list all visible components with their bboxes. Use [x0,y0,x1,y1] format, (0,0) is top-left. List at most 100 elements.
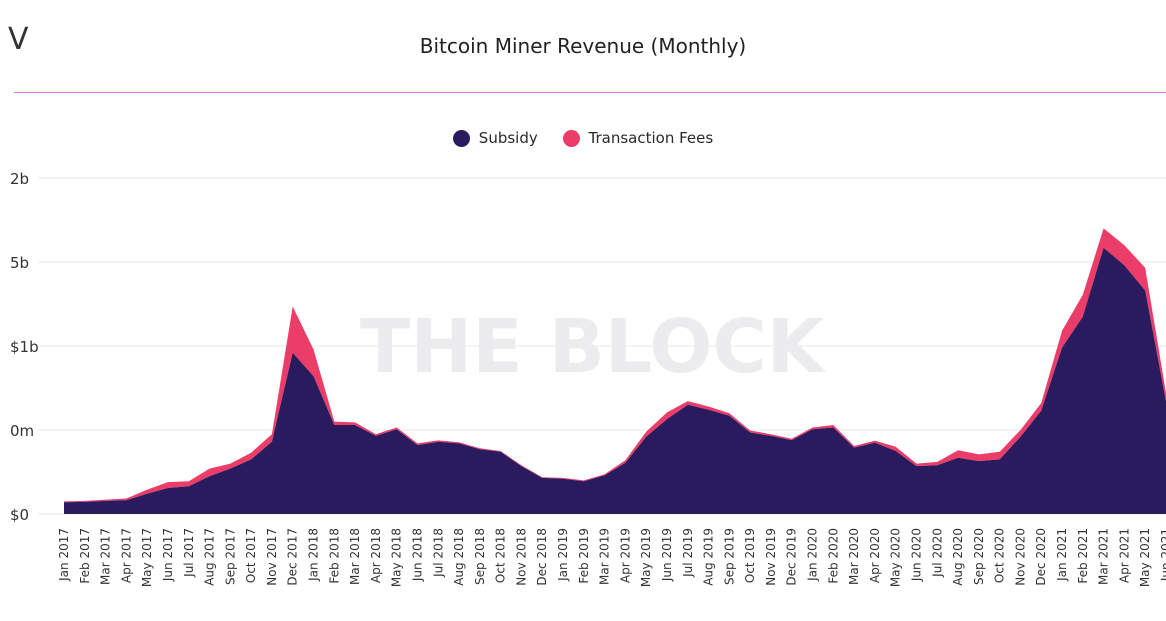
data-point-subsidy[interactable] [165,485,171,491]
data-point-subsidy[interactable] [997,456,1003,462]
data-point-subsidy[interactable] [664,416,670,422]
data-point-fees[interactable] [560,475,566,481]
x-tick-label: Jul 2017 [182,528,196,578]
data-point-fees[interactable] [539,474,545,480]
x-tick-label: Mar 2017 [99,528,113,585]
data-point-fees[interactable] [414,440,420,446]
x-tick-label: Apr 2021 [1117,528,1131,583]
data-point-fees[interactable] [248,450,254,456]
data-point-fees[interactable] [227,461,233,467]
data-point-subsidy[interactable] [1080,314,1086,320]
data-point-subsidy[interactable] [1017,434,1023,440]
data-point-fees[interactable] [207,466,213,472]
data-point-fees[interactable] [61,498,67,504]
data-point-fees[interactable] [373,431,379,437]
x-tick-label: Feb 2019 [577,528,591,584]
data-point-subsidy[interactable] [290,350,296,356]
data-point-fees[interactable] [456,439,462,445]
legend-item-fees[interactable]: Transaction Fees [562,129,713,147]
data-point-fees[interactable] [269,431,275,437]
data-point-fees[interactable] [435,437,441,443]
data-point-fees[interactable] [851,443,857,449]
data-point-fees[interactable] [726,410,732,416]
logo-icon: V [8,22,28,57]
data-point-fees[interactable] [103,497,109,503]
data-point-fees[interactable] [123,496,129,502]
data-point-fees[interactable] [1080,292,1086,298]
data-point-fees[interactable] [1038,400,1044,406]
data-point-fees[interactable] [789,436,795,442]
data-point-fees[interactable] [581,477,587,483]
x-tick-label: Aug 2019 [702,528,716,586]
data-point-fees[interactable] [997,449,1003,455]
series-area-subsidy[interactable] [64,247,1166,514]
data-point-fees[interactable] [706,403,712,409]
data-point-subsidy[interactable] [1101,245,1107,251]
data-point-subsidy[interactable] [207,473,213,479]
data-point-fees[interactable] [685,398,691,404]
x-tick-label: Sep 2019 [722,528,736,585]
data-point-fees[interactable] [913,461,919,467]
data-point-fees[interactable] [955,447,961,453]
x-tick-label: Jun 2019 [660,528,674,582]
x-tick-label: Jul 2019 [681,528,695,578]
data-point-fees[interactable] [311,346,317,352]
x-tick-label: May 2018 [390,528,404,587]
x-tick-label: May 2019 [639,528,653,587]
data-point-fees[interactable] [1017,427,1023,433]
data-point-fees[interactable] [477,445,483,451]
data-point-fees[interactable] [186,478,192,484]
data-point-fees[interactable] [82,498,88,504]
y-tick-label: 2b [10,170,29,188]
data-point-subsidy[interactable] [1038,408,1044,414]
data-point-subsidy[interactable] [955,455,961,461]
data-point-subsidy[interactable] [248,456,254,462]
data-point-fees[interactable] [893,444,899,450]
data-point-fees[interactable] [165,479,171,485]
x-tick-label: Jan 2021 [1055,528,1069,582]
x-tick-label: Feb 2017 [78,528,92,584]
data-point-fees[interactable] [643,429,649,435]
data-point-subsidy[interactable] [311,373,317,379]
data-point-fees[interactable] [1142,265,1148,271]
x-tick-label: Jan 2020 [806,528,820,582]
data-point-fees[interactable] [290,304,296,310]
data-point-subsidy[interactable] [1121,262,1127,268]
series-area-transaction-fees[interactable] [64,228,1166,503]
data-point-subsidy[interactable] [1142,288,1148,294]
header-divider [14,92,1166,93]
data-point-fees[interactable] [1101,225,1107,231]
data-point-subsidy[interactable] [1059,345,1065,351]
data-point-subsidy[interactable] [976,458,982,464]
x-tick-label: Jan 2017 [57,528,71,582]
data-point-fees[interactable] [144,487,150,493]
data-point-fees[interactable] [1121,242,1127,248]
data-point-fees[interactable] [664,409,670,415]
legend-swatch-subsidy [452,129,470,147]
data-point-fees[interactable] [747,428,753,434]
legend-label-subsidy: Subsidy [478,129,538,147]
x-tick-label: Apr 2018 [369,528,383,583]
data-point-fees[interactable] [976,451,982,457]
x-tick-label: Mar 2020 [847,528,861,585]
data-point-fees[interactable] [518,462,524,468]
legend-item-subsidy[interactable]: Subsidy [452,129,538,147]
x-tick-label: Aug 2017 [203,528,217,586]
legend: Subsidy Transaction Fees [0,129,1166,151]
data-point-fees[interactable] [602,471,608,477]
data-point-fees[interactable] [934,459,940,465]
data-point-fees[interactable] [1059,328,1065,334]
data-point-fees[interactable] [830,422,836,428]
x-tick-label: Jul 2020 [930,528,944,578]
data-point-fees[interactable] [352,419,358,425]
data-point-fees[interactable] [622,457,628,463]
data-point-subsidy[interactable] [269,439,275,445]
data-point-fees[interactable] [498,448,504,454]
data-point-fees[interactable] [331,419,337,425]
x-tick-label: Mar 2019 [598,528,612,585]
x-tick-label: Nov 2017 [265,528,279,586]
data-point-fees[interactable] [394,424,400,430]
data-point-fees[interactable] [768,431,774,437]
data-point-fees[interactable] [810,424,816,430]
data-point-fees[interactable] [872,438,878,444]
